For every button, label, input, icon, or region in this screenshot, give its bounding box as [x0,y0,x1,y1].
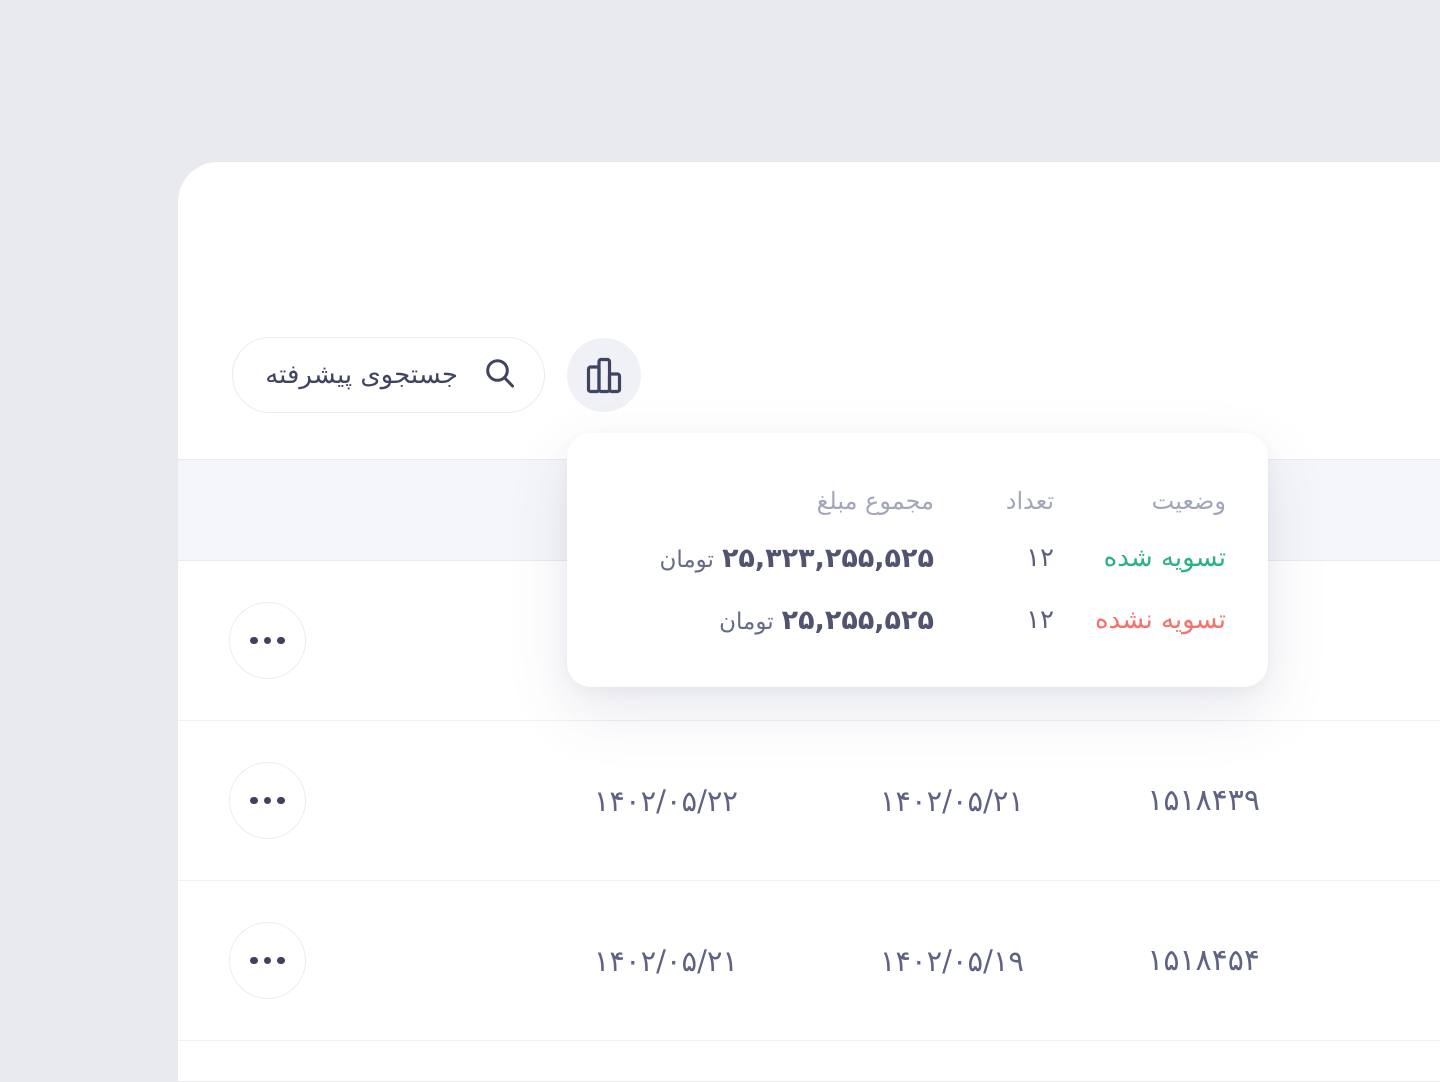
ellipsis-icon [250,796,285,805]
popover-row-settled: تسویه شده ۱۲ ۲۵,۳۲۳,۲۵۵,۵۲۵تومان [609,527,1226,589]
row-actions-button[interactable] [229,762,306,839]
table-row: ۱۵۱۸۴۳۹ ۱۴۰۲/۰۵/۲۱ ۱۴۰۲/۰۵/۲۲ [178,721,1440,881]
search-field[interactable] [233,338,544,412]
bar-chart-icon [584,354,624,396]
date-cell: ۱۴۰۲/۰۵/۲۲ [593,783,738,818]
table-row: ۱۵۱۸۴۵۴ ۱۴۰۲/۰۵/۱۹ ۱۴۰۲/۰۵/۲۱ [178,881,1440,1041]
date-cell: ۱۴۰۲/۰۵/۲۱ [879,783,1024,818]
status-badge: تسویه نشده [1094,605,1226,635]
count-column-header: تعداد [1005,487,1054,515]
invoice-id-cell: ۱۵۱۸۴۵۴ [1147,943,1260,978]
amount-value: ۲۵,۳۲۳,۲۵۵,۵۲۵تومان [659,542,934,574]
status-badge: تسویه شده [1103,543,1226,573]
ellipsis-icon [250,956,285,965]
ellipsis-icon [250,636,285,645]
invoice-id-cell: ۱۵۱۸۴۳۹ [1147,783,1260,818]
row-actions-button[interactable] [229,922,306,999]
toolbar [232,337,641,413]
table-row-partial [178,1041,1440,1082]
search-input[interactable] [232,337,545,413]
count-value: ۱۲ [1026,605,1054,635]
table-body: ۱۵۱۸۴۳۹ ۱۴۰۲/۰۵/۲۱ ۱۴۰۲/۰۵/۲۲ ۱۵۱۸۴۵۴ ۱۴… [178,561,1440,1082]
status-column-header: وضعیت [1151,487,1226,515]
row-actions-button[interactable] [229,602,306,679]
chart-summary-button[interactable] [567,338,641,412]
amount-value: ۲۵,۲۵۵,۵۲۵تومان [719,604,934,636]
count-value: ۱۲ [1026,543,1054,573]
popover-header-row: وضعیت تعداد مجموع مبلغ [609,475,1226,527]
amount-column-header: مجموع مبلغ [816,487,934,515]
date-cell: ۱۴۰۲/۰۵/۱۹ [879,943,1024,978]
table-row [178,561,1440,721]
popover-row-unsettled: تسویه نشده ۱۲ ۲۵,۲۵۵,۵۲۵تومان [609,589,1226,651]
date-cell: ۱۴۰۲/۰۵/۲۱ [593,943,738,978]
status-summary-popover: وضعیت تعداد مجموع مبلغ تسویه شده ۱۲ ۲۵,۳… [567,433,1268,687]
